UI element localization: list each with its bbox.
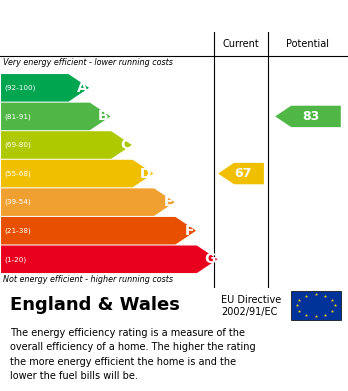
Polygon shape	[1, 188, 175, 216]
Text: G: G	[204, 252, 216, 266]
Text: The energy efficiency rating is a measure of the
overall efficiency of a home. T: The energy efficiency rating is a measur…	[10, 328, 256, 381]
Text: (1-20): (1-20)	[4, 256, 26, 262]
Text: Potential: Potential	[286, 39, 330, 49]
Text: Very energy efficient - lower running costs: Very energy efficient - lower running co…	[3, 57, 173, 67]
Text: 2002/91/EC: 2002/91/EC	[221, 307, 277, 317]
Text: B: B	[98, 109, 109, 124]
Text: (69-80): (69-80)	[4, 142, 31, 148]
Text: D: D	[140, 167, 151, 181]
Text: 83: 83	[302, 110, 319, 123]
Text: Current: Current	[223, 39, 259, 49]
Polygon shape	[275, 106, 341, 127]
Text: 67: 67	[235, 167, 252, 180]
Text: F: F	[185, 224, 194, 238]
Polygon shape	[218, 163, 264, 184]
Text: England & Wales: England & Wales	[10, 296, 180, 314]
Polygon shape	[1, 102, 110, 130]
Text: EU Directive: EU Directive	[221, 295, 281, 305]
Polygon shape	[1, 74, 89, 102]
Text: C: C	[120, 138, 130, 152]
Text: (81-91): (81-91)	[4, 113, 31, 120]
Text: (21-38): (21-38)	[4, 228, 31, 234]
Text: (55-68): (55-68)	[4, 170, 31, 177]
Text: Energy Efficiency Rating: Energy Efficiency Rating	[69, 9, 279, 23]
Text: Not energy efficient - higher running costs: Not energy efficient - higher running co…	[3, 275, 174, 284]
Polygon shape	[1, 131, 132, 159]
Text: (92-100): (92-100)	[4, 84, 35, 91]
Text: A: A	[77, 81, 87, 95]
Polygon shape	[1, 246, 218, 273]
Text: (39-54): (39-54)	[4, 199, 31, 205]
Text: E: E	[164, 195, 173, 209]
Bar	[291, 291, 341, 320]
Polygon shape	[1, 160, 153, 187]
Polygon shape	[1, 217, 196, 244]
